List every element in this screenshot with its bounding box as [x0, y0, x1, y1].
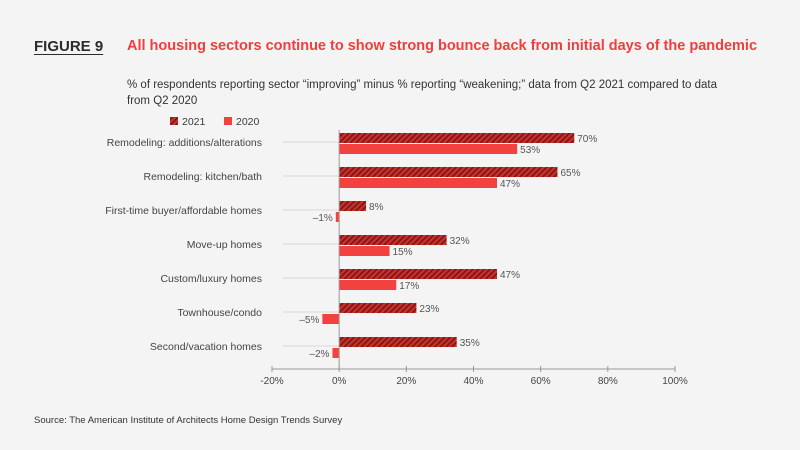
value-label-2020: 47%	[500, 179, 520, 190]
category-label: First-time buyer/affordable homes	[105, 205, 262, 217]
value-label-2021: 70%	[577, 134, 597, 145]
source-note: Source: The American Institute of Archit…	[34, 415, 343, 426]
legend: 2021 2020	[170, 116, 260, 128]
legend-swatch-2020	[224, 117, 232, 125]
chart-title: All housing sectors continue to show str…	[127, 38, 758, 54]
value-label-2020: 53%	[520, 145, 540, 156]
value-label-2020: –1%	[313, 213, 333, 224]
bar-2020	[339, 246, 390, 256]
x-tick-label: 40%	[463, 376, 483, 387]
value-label-2020: 17%	[399, 281, 419, 292]
value-label-2021: 23%	[419, 304, 439, 315]
value-label-2021: 47%	[500, 270, 520, 281]
x-tick-label: -20%	[260, 376, 283, 387]
legend-label-2020: 2020	[236, 116, 260, 128]
value-label-2020: –5%	[299, 315, 319, 326]
x-axis: -20% 0% 20% 40% 60% 80% 100%	[260, 130, 688, 387]
category-label: Move-up homes	[187, 239, 262, 251]
value-labels: 70% 53% 65% 47% 8% –1% 32% 15% 47% 17% 23% –5% 35% –2…	[299, 134, 597, 360]
bars	[322, 133, 575, 358]
category-label: Second/vacation homes	[150, 341, 262, 353]
bar-2021	[339, 303, 417, 313]
bar-2020	[335, 212, 340, 222]
bar-2021	[339, 235, 447, 245]
category-label: Townhouse/condo	[177, 307, 262, 319]
legend-swatch-2021	[170, 117, 178, 125]
category-label: Custom/luxury homes	[160, 273, 262, 285]
bar-2021	[339, 269, 498, 279]
value-label-2020: –2%	[309, 349, 329, 360]
bar-2020	[322, 314, 340, 324]
value-label-2021: 35%	[460, 338, 480, 349]
value-label-2021: 65%	[560, 168, 580, 179]
x-tick-label: 80%	[598, 376, 618, 387]
x-tick-label: 20%	[396, 376, 416, 387]
x-tick-label: 100%	[662, 376, 688, 387]
x-tick-label: 0%	[332, 376, 347, 387]
category-labels: Remodeling: additions/alterations Remodel…	[105, 137, 262, 353]
bar-2021	[339, 201, 367, 211]
bar-2020	[339, 178, 498, 188]
x-tick-label: 60%	[531, 376, 551, 387]
value-label-2020: 15%	[393, 247, 413, 258]
bar-2020	[339, 144, 518, 154]
category-label: Remodeling: additions/alterations	[107, 137, 262, 149]
figure-number: FIGURE 9	[34, 38, 104, 55]
bar-2021	[339, 167, 558, 177]
value-label-2021: 32%	[450, 236, 470, 247]
bar-2021	[339, 133, 575, 143]
row-separators	[283, 141, 339, 347]
bar-2020	[339, 280, 397, 290]
bar-2021	[339, 337, 457, 347]
legend-label-2021: 2021	[182, 116, 206, 128]
chart-subtitle: % of respondents reporting sector “impro…	[127, 79, 717, 107]
bar-2020	[332, 348, 340, 358]
category-label: Remodeling: kitchen/bath	[144, 171, 263, 183]
value-label-2021: 8%	[369, 202, 384, 213]
